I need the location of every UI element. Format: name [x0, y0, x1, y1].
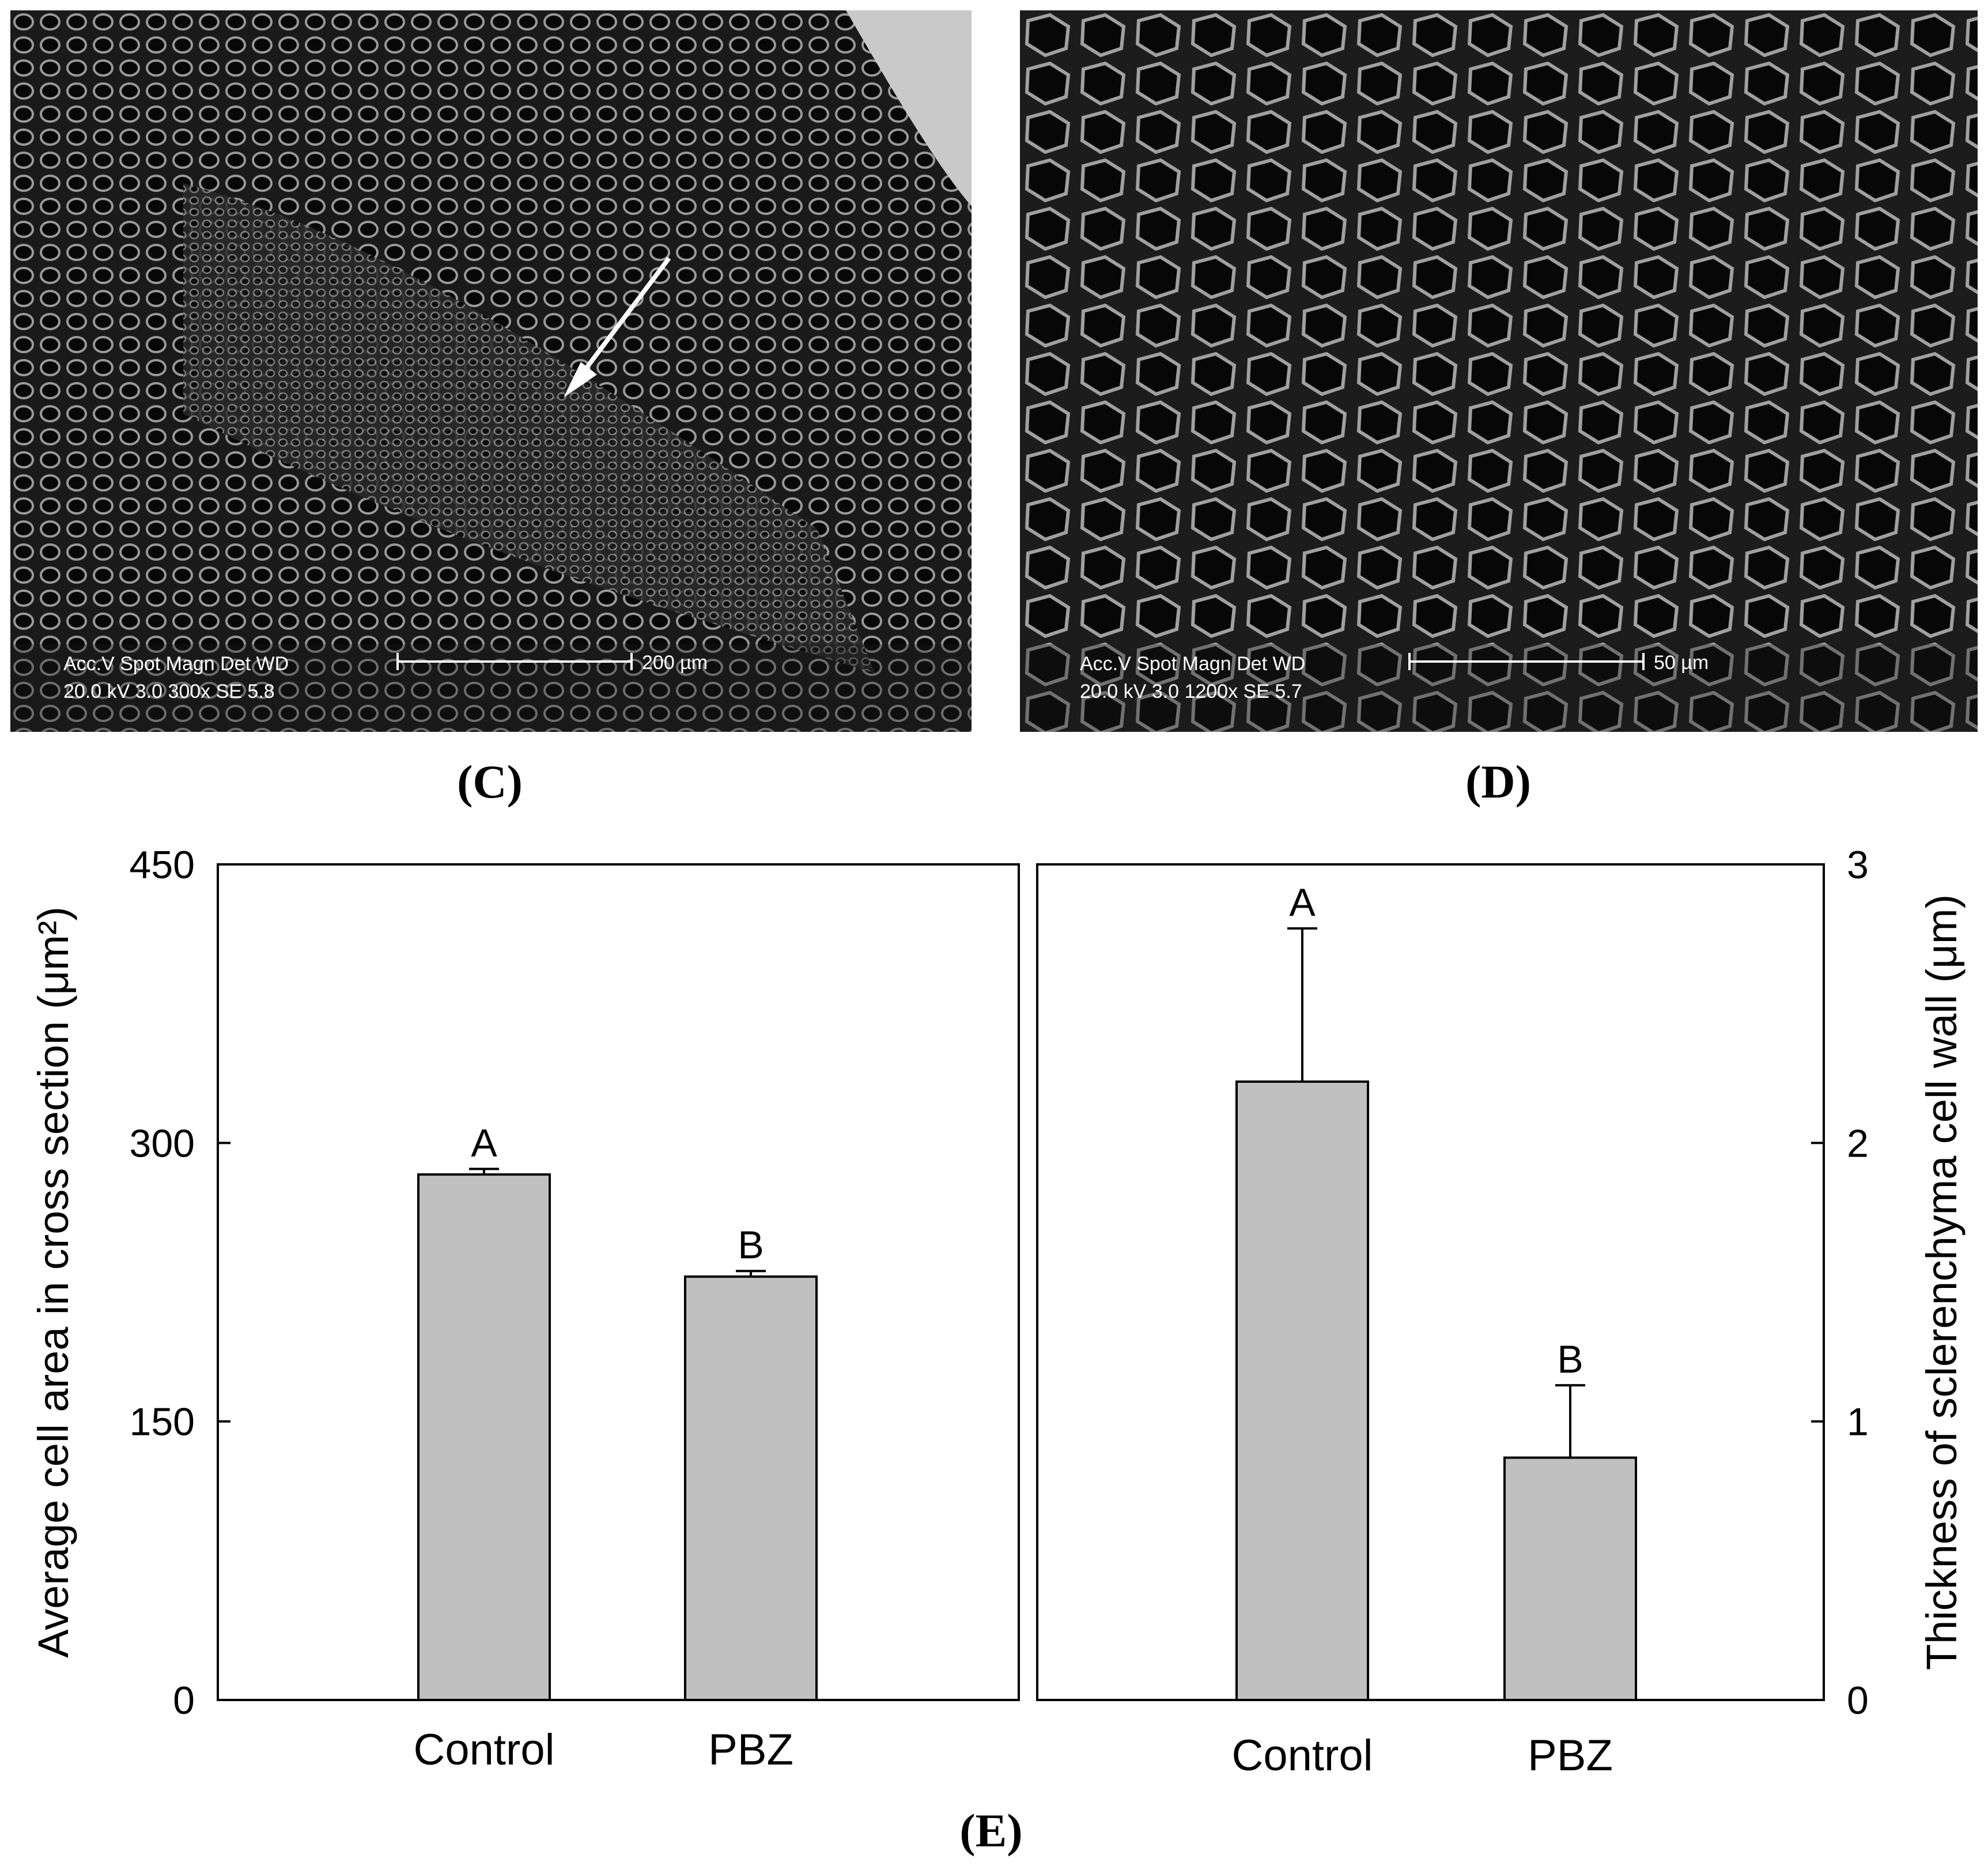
- chart2-bar-pbz: [1503, 1456, 1637, 1701]
- arrow-indicator: [576, 256, 671, 381]
- micrograph-d-image: Acc.V Spot Magn Det WD 20.0 kV 3.0 1200x…: [1020, 10, 1978, 732]
- chart2-ytick-label-0: 0: [1847, 1679, 1869, 1722]
- chart1-ytick-label-0: 0: [173, 1679, 195, 1722]
- chart1-significance-pbz: B: [738, 1223, 764, 1267]
- panel-label-d: (D): [1465, 755, 1531, 808]
- micrograph-d: Acc.V Spot Magn Det WD 20.0 kV 3.0 1200x…: [1020, 10, 1978, 732]
- chart1-category-label-pbz: PBZ: [708, 1725, 793, 1774]
- chart2-significance-control: A: [1289, 881, 1316, 924]
- chart1-significance-control: A: [471, 1121, 497, 1165]
- chart2-category-label-pbz: PBZ: [1528, 1731, 1613, 1780]
- micrograph-c-info-line2: 20.0 kV 3.0 300x SE 5.8: [63, 681, 275, 702]
- chart1-ytick-label-2: 300: [130, 1121, 195, 1165]
- panel-label-c: (C): [457, 755, 523, 808]
- chart1-bar-pbz: [684, 1275, 818, 1701]
- scalebar-c-text: 200 µm: [642, 652, 708, 674]
- scalebar-d-text: 50 µm: [1654, 652, 1709, 674]
- micrograph-d-info-line2: 20.0 kV 3.0 1200x SE 5.7: [1080, 681, 1302, 702]
- chart1-plot-frame: [217, 863, 1020, 1701]
- chart2-ytick-label-1: 1: [1847, 1400, 1869, 1444]
- chart2-category-label-control: Control: [1232, 1731, 1373, 1780]
- chart2-plot-frame: [1036, 863, 1825, 1701]
- chart2-bar-control: [1235, 1080, 1369, 1701]
- chart1-bar-control: [417, 1173, 551, 1701]
- chart2-ylabel: Thickness of sclerenchyma cell wall (μm): [1918, 894, 1966, 1670]
- panel-label-e: (E): [959, 1804, 1023, 1857]
- chart2-ytick-label-2: 2: [1847, 1121, 1869, 1165]
- chart1-category-label-control: Control: [414, 1725, 555, 1774]
- chart2-significance-pbz: B: [1557, 1338, 1583, 1381]
- tissue-edge-shape: [846, 10, 972, 206]
- micrograph-c-image: Acc.V Spot Magn Det WD 20.0 kV 3.0 300x …: [10, 10, 972, 732]
- chart2-ytick-label-3: 3: [1847, 843, 1869, 887]
- arrow-head: [564, 362, 597, 398]
- chart1-ytick-label-1: 150: [130, 1400, 195, 1444]
- micrograph-d-info-line1: Acc.V Spot Magn Det WD: [1080, 653, 1305, 675]
- chart1-ylabel: Average cell area in cross section (μm²): [29, 906, 77, 1658]
- chart1-ytick-label-3: 450: [130, 843, 195, 887]
- micrograph-c-info-line1: Acc.V Spot Magn Det WD: [63, 653, 289, 675]
- micrograph-c: Acc.V Spot Magn Det WD 20.0 kV 3.0 300x …: [10, 10, 972, 732]
- bar-charts: 0 150 300 450 Average cell area in cross sec…: [29, 843, 1966, 1780]
